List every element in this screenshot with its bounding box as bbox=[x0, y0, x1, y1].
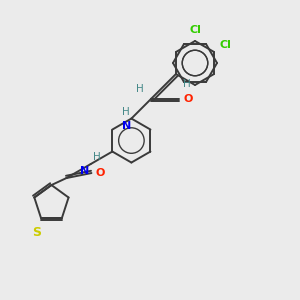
Text: N: N bbox=[122, 121, 131, 130]
Text: N: N bbox=[80, 166, 90, 176]
Text: H: H bbox=[183, 79, 191, 89]
Text: H: H bbox=[136, 84, 144, 94]
Text: Cl: Cl bbox=[189, 25, 201, 35]
Text: H: H bbox=[122, 106, 129, 116]
Text: H: H bbox=[93, 152, 101, 162]
Text: O: O bbox=[95, 168, 105, 178]
Text: Cl: Cl bbox=[219, 40, 231, 50]
Text: O: O bbox=[183, 94, 193, 104]
Text: S: S bbox=[32, 226, 41, 238]
